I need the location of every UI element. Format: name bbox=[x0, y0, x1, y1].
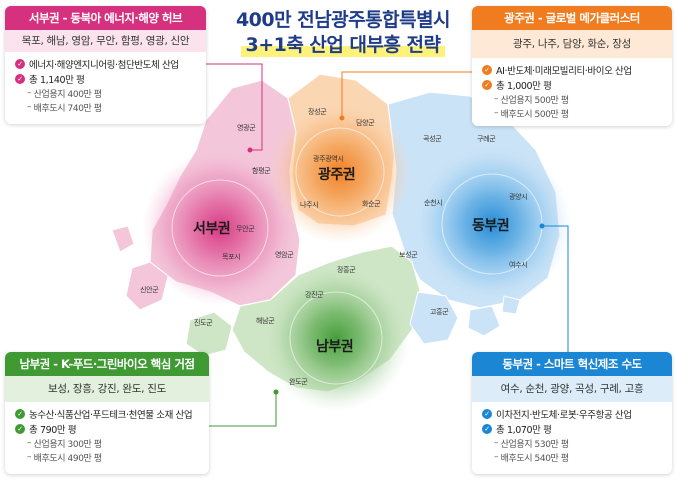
label-sinan: 신안군 bbox=[140, 286, 159, 294]
label-gangjin: 강진군 bbox=[305, 291, 324, 299]
card-south-sub-2: – 배후도시 490만 평 bbox=[27, 452, 102, 464]
label-jindo: 진도군 bbox=[194, 319, 213, 327]
hub-label-gwangju: 광주권 bbox=[318, 167, 356, 183]
east-hub-halo bbox=[412, 144, 572, 304]
check-icon: ✓ bbox=[482, 64, 492, 75]
card-east-sub-1: – 산업용지 530만 평 bbox=[494, 438, 569, 450]
check-icon: ✓ bbox=[15, 423, 25, 434]
gwangju-hub-halo bbox=[268, 100, 412, 244]
jindo-island bbox=[185, 311, 233, 357]
label-suncheon: 순천시 bbox=[424, 199, 443, 207]
south-hub-halo bbox=[262, 264, 410, 412]
label-boseong: 보성군 bbox=[399, 251, 418, 259]
label-wando: 완도군 bbox=[289, 378, 308, 386]
card-east-industry: 이차전지·반도체·로봇·우주항공 산업 bbox=[496, 409, 632, 421]
label-gwangju-city: 광주광역시 bbox=[313, 155, 344, 163]
title-line-2: 3+1축 산업 대부흥 전략 bbox=[241, 33, 445, 57]
goheung-peninsula bbox=[409, 291, 459, 345]
south-hub-ring bbox=[289, 291, 383, 385]
card-south-total-row: ✓ 총 790만 평 bbox=[15, 421, 201, 436]
label-jangheung: 장흥군 bbox=[337, 266, 356, 274]
label-damyang: 담양군 bbox=[356, 119, 375, 127]
label-yeongam: 영암군 bbox=[275, 251, 294, 259]
label-gurye: 구례군 bbox=[477, 135, 496, 143]
card-west-industry: 에너지·해양엔지니어링·첨단반도체 산업 bbox=[29, 59, 179, 71]
check-icon: ✓ bbox=[482, 408, 492, 419]
card-south-industry-row: ✓ 농수산·식품산업·푸드테크·천연물 소재 산업 bbox=[15, 406, 201, 421]
label-gokseong: 곡성군 bbox=[423, 135, 442, 143]
card-east-industry-row: ✓ 이차전지·반도체·로봇·우주항공 산업 bbox=[482, 406, 664, 421]
label-yeonggwang: 영광군 bbox=[237, 124, 256, 132]
card-east-header: 동부권 - 스마트 혁신제조 수도 bbox=[472, 352, 672, 376]
card-east-total-row: ✓ 총 1,070만 평 bbox=[482, 421, 664, 436]
check-icon: ✓ bbox=[482, 423, 492, 434]
card-west-total: 총 1,140만 평 bbox=[29, 74, 85, 86]
check-icon: ✓ bbox=[482, 79, 492, 90]
west-connector bbox=[206, 63, 263, 151]
hub-label-east: 동부권 bbox=[472, 218, 510, 234]
label-hwasun: 화순군 bbox=[362, 200, 381, 208]
west-connector-dot bbox=[247, 147, 253, 153]
west-hub-ring bbox=[171, 179, 269, 277]
west-hub-halo bbox=[142, 150, 298, 306]
card-gwangju-industry-row: ✓ AI·반도체·미래모빌리티·바이오 산업 bbox=[482, 62, 664, 77]
label-goheung: 고흥군 bbox=[430, 308, 449, 316]
check-icon: ✓ bbox=[15, 408, 25, 419]
label-haenam: 해남군 bbox=[256, 317, 275, 325]
card-gwangju-sub-1: – 산업용지 500만 평 bbox=[494, 94, 569, 106]
label-mokpo: 목포시 bbox=[222, 253, 241, 261]
card-east-sub-2: – 배후도시 540만 평 bbox=[494, 452, 569, 464]
hub-label-west: 서부권 bbox=[193, 221, 231, 237]
label-hampyeong: 함평군 bbox=[252, 167, 271, 175]
card-south-cities: 보성, 장흥, 강진, 완도, 진도 bbox=[5, 376, 209, 402]
card-gwangju-sub-2: – 배후도시 500만 평 bbox=[494, 108, 569, 120]
title-line-1: 400만 전남광주통합특별시 bbox=[235, 9, 451, 31]
label-naju: 나주시 bbox=[300, 201, 319, 209]
gwangju-connector bbox=[341, 71, 472, 118]
card-east: 동부권 - 스마트 혁신제조 수도 여수, 순천, 광양, 곡성, 구례, 고흥… bbox=[472, 352, 672, 474]
card-west-header: 서부권 - 동북아 에너지·해양 허브 bbox=[5, 6, 206, 30]
check-icon: ✓ bbox=[15, 58, 25, 69]
label-yeosu: 여수시 bbox=[509, 261, 528, 269]
card-west-industry-row: ✓ 에너지·해양엔지니어링·첨단반도체 산업 bbox=[15, 56, 198, 71]
card-south-total: 총 790만 평 bbox=[29, 424, 77, 436]
card-south-header: 남부권 - K-푸드·그린바이오 핵심 거점 bbox=[5, 352, 209, 376]
card-south: 남부권 - K-푸드·그린바이오 핵심 거점 보성, 장흥, 강진, 완도, 진… bbox=[5, 352, 209, 474]
card-south-sub-1: – 산업용지 300만 평 bbox=[27, 438, 102, 450]
south-connector-dot bbox=[273, 389, 279, 395]
card-west-sub-2: – 배후도시 740만 평 bbox=[27, 102, 102, 114]
south-connector bbox=[208, 392, 277, 427]
gwangju-connector-dot bbox=[339, 115, 345, 121]
card-east-cities: 여수, 순천, 광양, 곡성, 구례, 고흥 bbox=[472, 376, 672, 402]
label-jangseong: 장성군 bbox=[308, 108, 327, 116]
gwangju-hub-ring bbox=[295, 127, 385, 217]
card-gwangju-cities: 광주, 나주, 담양, 화순, 장성 bbox=[472, 30, 672, 58]
label-muan: 무안군 bbox=[236, 225, 255, 233]
label-gwangyang: 광양시 bbox=[509, 193, 528, 201]
card-west: 서부권 - 동북아 에너지·해양 허브 목포, 해남, 영암, 무안, 함평, … bbox=[5, 6, 206, 124]
card-west-total-row: ✓ 총 1,140만 평 bbox=[15, 71, 198, 86]
hub-label-south: 남부권 bbox=[316, 339, 354, 355]
title-block: 400만 전남광주통합특별시 3+1축 산업 대부흥 전략 bbox=[198, 8, 488, 57]
card-gwangju-header: 광주권 - 글로벌 메가클러스터 bbox=[472, 6, 672, 30]
check-icon: ✓ bbox=[15, 73, 25, 84]
card-south-industry: 농수산·식품산업·푸드테크·천연물 소재 산업 bbox=[29, 409, 193, 421]
card-gwangju-total: 총 1,000만 평 bbox=[496, 80, 552, 92]
card-west-cities: 목포, 해남, 영암, 무안, 함평, 영광, 신안 bbox=[5, 30, 206, 52]
card-west-sub-1: – 산업용지 400만 평 bbox=[27, 88, 102, 100]
card-gwangju: 광주권 - 글로벌 메가클러스터 광주, 나주, 담양, 화순, 장성 ✓ AI… bbox=[472, 6, 672, 126]
card-gwangju-industry: AI·반도체·미래모빌리티·바이오 산업 bbox=[496, 65, 632, 77]
card-gwangju-total-row: ✓ 총 1,000만 평 bbox=[482, 77, 664, 92]
east-connector-dot bbox=[539, 223, 545, 229]
card-east-total: 총 1,070만 평 bbox=[496, 424, 552, 436]
